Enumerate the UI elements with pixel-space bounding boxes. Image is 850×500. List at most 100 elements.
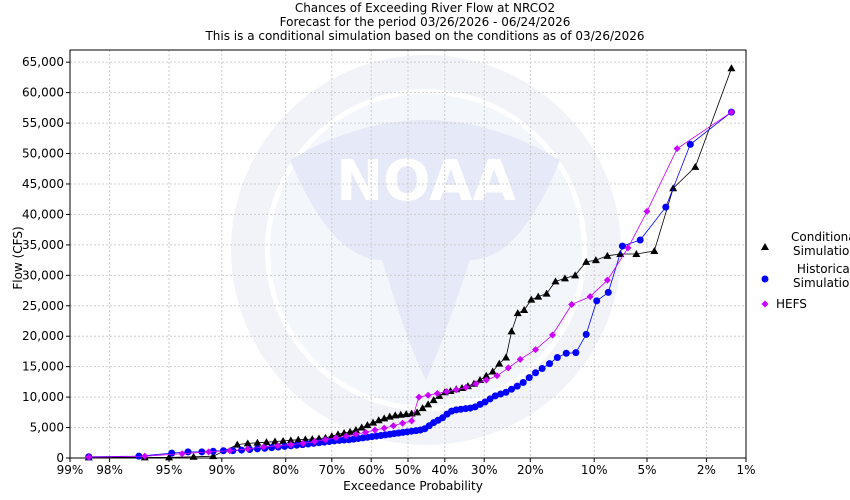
data-point	[486, 395, 494, 403]
data-point	[527, 295, 536, 303]
data-point	[513, 309, 522, 317]
data-point	[493, 372, 501, 380]
data-point	[271, 437, 280, 445]
data-point	[362, 428, 370, 436]
data-point	[342, 432, 350, 440]
data-point	[504, 364, 512, 372]
data-point	[562, 349, 570, 357]
data-point	[538, 364, 546, 372]
chart-title: Chances of Exceeding River Flow at NRCO2…	[204, 1, 644, 43]
data-point	[399, 419, 407, 427]
data-point	[418, 404, 427, 412]
data-point	[243, 439, 252, 447]
y-tick-label: 45,000	[22, 177, 64, 191]
y-tick-label: 50,000	[22, 147, 64, 161]
x-axis-ticks: 99% 98% 95% 90% 80% 70% 60% 50% 40% 30% 20% 10% 5% 2%…	[57, 458, 756, 477]
data-point	[413, 408, 422, 416]
data-point	[380, 414, 389, 422]
data-point	[391, 411, 400, 419]
y-tick-label: 65,000	[22, 55, 64, 69]
data-point	[253, 445, 261, 453]
data-point	[389, 422, 397, 430]
data-point	[482, 376, 490, 384]
legend-label: Simulation	[793, 276, 850, 290]
y-tick-label: 25,000	[22, 299, 64, 313]
x-tick-label: 5%	[637, 463, 656, 477]
data-point	[673, 145, 681, 153]
data-point	[482, 371, 491, 379]
data-point	[571, 271, 580, 279]
data-point	[369, 418, 378, 426]
legend-label: Conditional	[791, 230, 850, 244]
data-point	[560, 274, 569, 282]
legend-item: HEFS	[761, 297, 807, 311]
data-point	[551, 277, 560, 285]
data-point	[363, 421, 372, 429]
data-point	[374, 416, 383, 424]
legend-item: HistoricalSimulation	[761, 262, 850, 290]
data-point	[593, 297, 601, 305]
legend-marker	[761, 275, 769, 283]
x-tick-label: 90%	[208, 463, 235, 477]
data-point	[497, 390, 505, 398]
data-point	[233, 440, 242, 448]
data-point	[165, 453, 174, 461]
data-point	[582, 330, 590, 338]
data-point	[268, 444, 276, 452]
data-point	[198, 448, 206, 456]
x-tick-label: 20%	[517, 463, 544, 477]
data-point	[205, 448, 213, 456]
data-point	[582, 257, 591, 265]
chart-series	[84, 64, 736, 461]
x-tick-label: 50%	[395, 463, 422, 477]
data-point	[184, 448, 192, 456]
y-axis-ticks: 0 5,000 10,000 15,000 20,000 25,000 30,000 35,0…	[22, 55, 70, 465]
data-point	[332, 434, 340, 442]
svg-text:NOAA: NOAA	[336, 149, 516, 214]
series-2	[85, 108, 735, 461]
data-point	[662, 203, 670, 211]
data-point	[632, 250, 641, 257]
legend-marker	[761, 300, 769, 308]
x-tick-label: 70%	[318, 463, 345, 477]
x-axis-label: Exceedance Probability	[343, 479, 483, 493]
data-point	[299, 439, 307, 447]
data-point	[178, 450, 186, 458]
data-point	[603, 276, 611, 284]
data-point	[396, 410, 405, 418]
data-point	[346, 427, 355, 435]
data-point	[686, 140, 694, 148]
y-tick-label: 30,000	[22, 268, 64, 282]
x-tick-label: 10%	[581, 463, 608, 477]
data-point	[443, 388, 451, 396]
data-point	[472, 380, 480, 388]
data-point	[433, 389, 441, 397]
chart-grid	[69, 50, 747, 459]
data-point	[488, 367, 497, 375]
y-tick-label: 15,000	[22, 360, 64, 374]
data-point	[586, 293, 594, 301]
data-point	[516, 355, 524, 363]
data-point	[209, 452, 218, 460]
chart-title-line: Forecast for the period 03/26/2026 - 06/…	[280, 15, 571, 29]
data-point	[402, 410, 411, 418]
data-point	[501, 353, 510, 361]
data-point	[85, 453, 93, 461]
data-point	[371, 426, 379, 434]
chart-title-line: Chances of Exceeding River Flow at NRCO2	[295, 1, 555, 15]
data-point	[244, 445, 252, 453]
x-tick-label: 80%	[272, 463, 299, 477]
data-point	[534, 292, 543, 300]
data-point	[415, 393, 423, 401]
data-point	[351, 425, 360, 433]
y-tick-label: 10,000	[22, 390, 64, 404]
data-point	[253, 438, 262, 446]
data-point	[591, 256, 600, 264]
data-point	[168, 449, 176, 457]
data-point	[294, 435, 303, 443]
x-tick-label: 99%	[57, 463, 84, 477]
x-tick-label: 1%	[736, 463, 755, 477]
chart-title-line: This is a conditional simulation based o…	[204, 29, 644, 43]
data-point	[281, 442, 289, 450]
data-point	[260, 443, 268, 451]
